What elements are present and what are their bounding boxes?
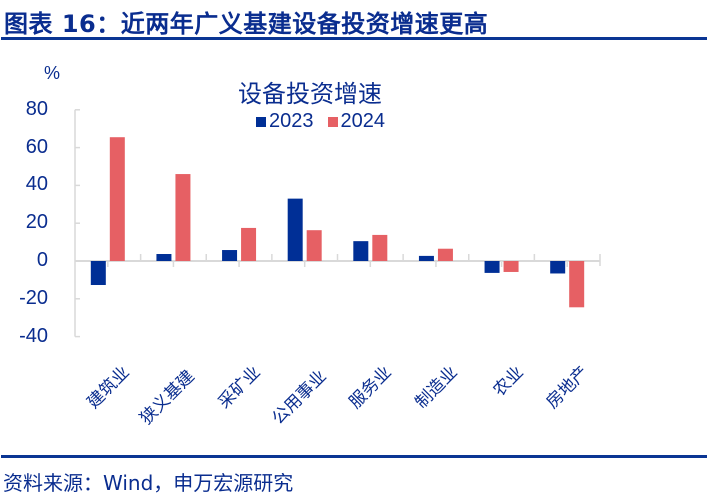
- plot-area: [74, 109, 601, 338]
- y-tick-label: 40: [25, 173, 48, 196]
- y-tick-label: 80: [25, 97, 48, 120]
- y-tick-label: 0: [36, 249, 48, 271]
- bottom-rule: [1, 455, 707, 458]
- legend-item-2024: 2024: [327, 110, 386, 133]
- y-tick-label: -20: [19, 286, 48, 309]
- bar-2023: [287, 198, 303, 261]
- y-tick-label: 20: [25, 211, 48, 234]
- legend-label-2024: 2024: [340, 110, 386, 132]
- bar-2023: [156, 254, 172, 261]
- legend-item-2023: 2023: [256, 110, 314, 133]
- source-note: 资料来源：Wind，申万宏源研究: [3, 471, 294, 495]
- bar-2024: [109, 137, 125, 261]
- chart-title: 设备投资增速: [238, 80, 382, 108]
- legend-swatch-2023: [256, 116, 266, 127]
- bar-chart: % 设备投资增速 2023 2024 80 60 40 20 0 -20 -40 建筑业 狭义…: [19, 63, 601, 429]
- y-tick-label: 60: [25, 135, 48, 158]
- figure-title: 图表 16：近两年广义基建设备投资增速更高: [4, 10, 489, 38]
- bar-2023: [222, 250, 238, 261]
- bar-2024: [503, 261, 519, 272]
- y-axis-unit: %: [44, 63, 61, 83]
- y-tick-label: -40: [19, 324, 48, 347]
- bar-2024: [569, 261, 585, 308]
- bar-2024: [241, 227, 257, 261]
- top-rule: [1, 37, 707, 40]
- bar-2023: [418, 255, 434, 261]
- legend: 2023 2024: [256, 110, 399, 133]
- legend-swatch-2024: [327, 116, 338, 127]
- legend-label-2023: 2023: [269, 110, 314, 132]
- bar-2023: [353, 241, 369, 261]
- bar-2023: [550, 261, 566, 274]
- bar-2023: [484, 261, 500, 273]
- bar-2023: [90, 261, 106, 286]
- bar-2024: [306, 230, 322, 261]
- bar-2024: [175, 174, 191, 261]
- bar-2024: [372, 234, 388, 261]
- bar-2024: [437, 248, 453, 261]
